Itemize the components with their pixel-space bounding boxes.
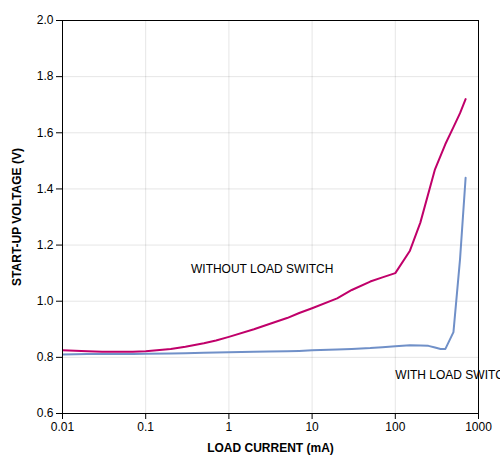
svg-text:WITHOUT LOAD SWITCH: WITHOUT LOAD SWITCH: [191, 262, 333, 276]
svg-text:WITH LOAD SWITCH: WITH LOAD SWITCH: [395, 368, 500, 382]
svg-text:0.8: 0.8: [37, 350, 54, 364]
svg-text:1.6: 1.6: [37, 126, 54, 140]
svg-text:0.1: 0.1: [137, 420, 154, 434]
svg-text:1.2: 1.2: [37, 238, 54, 252]
svg-text:10: 10: [305, 420, 319, 434]
svg-text:1.8: 1.8: [37, 69, 54, 83]
svg-text:1000: 1000: [465, 420, 492, 434]
svg-text:0.6: 0.6: [37, 406, 54, 420]
svg-text:START-UP VOLTAGE (V): START-UP VOLTAGE (V): [10, 148, 24, 286]
svg-text:0.01: 0.01: [51, 420, 75, 434]
svg-text:100: 100: [385, 420, 405, 434]
svg-text:1.0: 1.0: [37, 294, 54, 308]
svg-text:2.0: 2.0: [37, 13, 54, 27]
svg-text:1: 1: [226, 420, 233, 434]
svg-text:LOAD CURRENT (mA): LOAD CURRENT (mA): [207, 441, 334, 455]
svg-text:1.4: 1.4: [37, 182, 54, 196]
